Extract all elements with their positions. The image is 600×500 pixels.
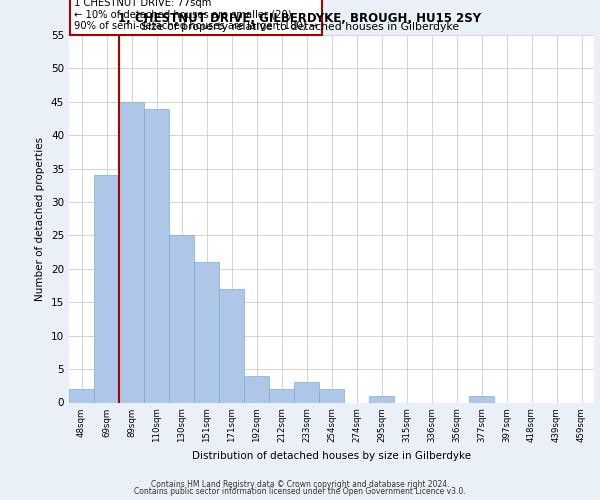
Bar	[219, 289, 244, 403]
Bar	[469, 396, 494, 402]
Bar	[319, 389, 344, 402]
X-axis label: Distribution of detached houses by size in Gilberdyke: Distribution of detached houses by size …	[192, 450, 471, 460]
Bar	[369, 396, 394, 402]
Text: 1 CHESTNUT DRIVE: 77sqm
← 10% of detached houses are smaller (20)
90% of semi-de: 1 CHESTNUT DRIVE: 77sqm ← 10% of detache…	[74, 0, 318, 32]
Y-axis label: Number of detached properties: Number of detached properties	[35, 136, 46, 301]
Bar	[69, 389, 94, 402]
Bar	[169, 236, 194, 402]
Bar	[244, 376, 269, 402]
Text: Contains HM Land Registry data © Crown copyright and database right 2024.: Contains HM Land Registry data © Crown c…	[151, 480, 449, 489]
Bar	[144, 108, 169, 403]
Text: 1, CHESTNUT DRIVE, GILBERDYKE, BROUGH, HU15 2SY: 1, CHESTNUT DRIVE, GILBERDYKE, BROUGH, H…	[118, 12, 482, 26]
Text: Size of property relative to detached houses in Gilberdyke: Size of property relative to detached ho…	[141, 22, 459, 32]
Bar	[269, 389, 294, 402]
Bar	[119, 102, 144, 403]
Bar	[294, 382, 319, 402]
Bar	[94, 176, 119, 402]
Text: Contains public sector information licensed under the Open Government Licence v3: Contains public sector information licen…	[134, 487, 466, 496]
Bar	[194, 262, 219, 402]
